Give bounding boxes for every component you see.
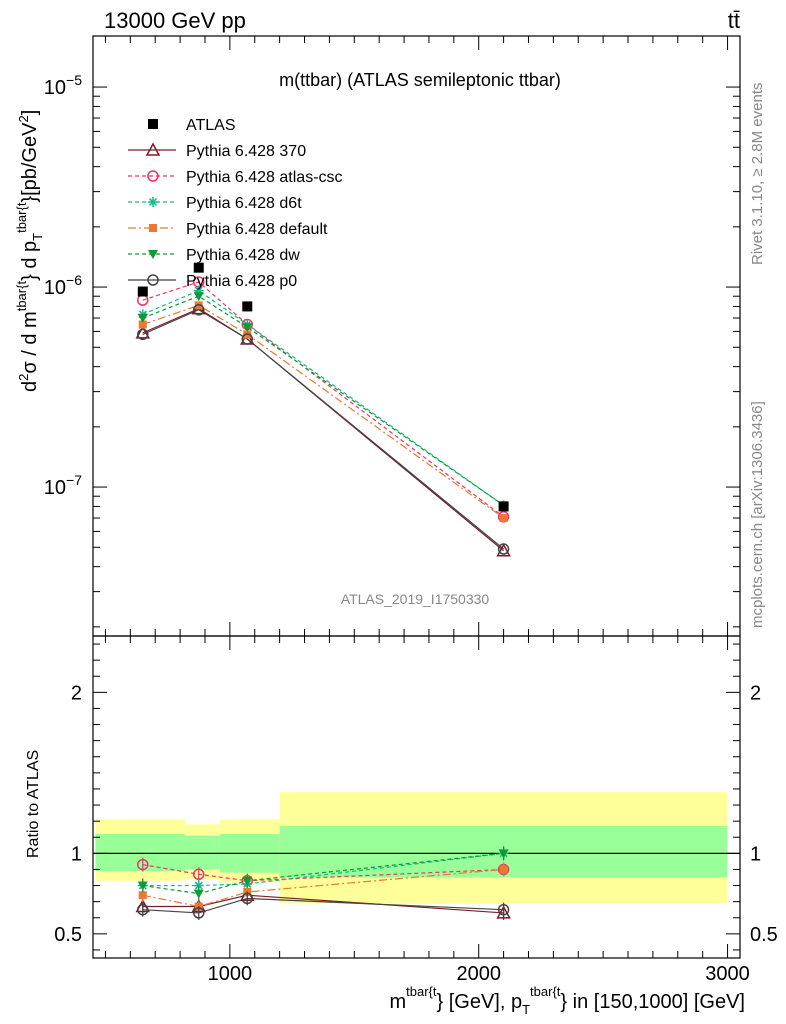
- axis-ticks: [93, 36, 740, 958]
- legend-label-2: Pythia 6.428 d6t: [186, 195, 302, 212]
- legend-entry-2: Pythia 6.428 d6t: [128, 195, 302, 212]
- legend-marker-4: [148, 250, 158, 259]
- series-point-main-4-2: [242, 323, 253, 333]
- x-axis-label: mtbar{t} [GeV], pTtbar{t} in [150,1000] …: [389, 984, 745, 1017]
- data-point-2: [242, 301, 253, 312]
- legend-label-data: ATLAS: [186, 117, 236, 134]
- series-line-ratio-3: [142, 868, 504, 908]
- series-point-ratio-4-2: [242, 876, 253, 886]
- series-point-main-3-3: [499, 514, 508, 523]
- legend-label-4: Pythia 6.428 dw: [186, 247, 300, 264]
- legend-label-1: Pythia 6.428 atlas-csc: [186, 169, 343, 186]
- legend-marker-0: [145, 142, 161, 156]
- series-point-main-0-0: [135, 325, 151, 339]
- legend-label-5: Pythia 6.428 p0: [186, 273, 297, 290]
- series-point-ratio-0-3: [496, 905, 511, 919]
- series-line-ratio-4: [142, 852, 504, 895]
- ratio-tick-label-left-1: 1: [71, 843, 82, 865]
- series-lines: [142, 281, 504, 914]
- data-point-0: [137, 286, 148, 297]
- legend-marker-data: [148, 119, 158, 129]
- chart-title: m(ttbar) (ATLAS semileptonic ttbar): [279, 70, 561, 90]
- series-point-ratio-5-2: [241, 892, 254, 905]
- ratio-uncertainty-bands: [93, 792, 740, 904]
- series-line-main-3: [142, 304, 504, 519]
- series-point-ratio-4-1: [193, 889, 204, 899]
- legend-entry-data: ATLAS: [148, 117, 236, 134]
- data-point-3: [498, 501, 509, 512]
- series-point-main-5-2: [241, 333, 254, 345]
- y-tick-label-1: 10−6: [44, 272, 82, 299]
- series-point-ratio-3-3: [499, 865, 508, 874]
- header-right-label: tt̄: [728, 8, 740, 33]
- ratio-tick-label-right-0: 0.5: [750, 924, 778, 946]
- series-line-main-2: [142, 289, 504, 506]
- legend-label-3: Pythia 6.428 default: [186, 221, 328, 238]
- legend-marker-5: [147, 274, 159, 286]
- legend-label-0: Pythia 6.428 370: [186, 143, 306, 160]
- analysis-id-label: ATLAS_2019_I1750330: [341, 591, 490, 607]
- series-point-ratio-4-0: [137, 881, 148, 891]
- x-tick-label-1: 2000: [456, 963, 501, 985]
- series-line-main-5: [142, 309, 504, 550]
- series-line-ratio-2: [142, 852, 504, 887]
- legend-marker-1: [147, 170, 159, 182]
- series-line-main-0: [142, 307, 504, 552]
- series-line-ratio-1: [142, 864, 504, 882]
- legend-entry-4: Pythia 6.428 dw: [128, 247, 300, 264]
- legend-entry-0: Pythia 6.428 370: [128, 142, 306, 160]
- mcplots-label: mcplots.cern.ch [arXiv:1306.3436]: [749, 401, 766, 628]
- x-tick-label-2: 3000: [705, 963, 750, 985]
- y-tick-label-0: 10−7: [44, 472, 82, 499]
- series-line-main-1: [142, 281, 504, 518]
- legend-marker-2-stroke-3: [148, 197, 158, 207]
- series-markers: [135, 262, 511, 920]
- legend-marker-3: [149, 224, 157, 232]
- series-point-ratio-2-1-stroke-3: [194, 881, 203, 890]
- ratio-y-axis-label: Ratio to ATLAS: [25, 750, 42, 858]
- series-line-ratio-5: [142, 897, 504, 914]
- series-point-ratio-5-0: [137, 903, 149, 916]
- band-inner-1: [185, 835, 220, 870]
- series-point-main-4-0: [137, 314, 148, 324]
- series-point-ratio-4-3: [498, 849, 509, 859]
- ratio-panel-frame: [92, 635, 741, 959]
- data-point-1: [193, 262, 204, 273]
- series-point-main-5-0: [137, 328, 149, 341]
- rivet-version-label: Rivet 3.1.10, ≥ 2.8M events: [749, 83, 766, 266]
- legend-entry-5: Pythia 6.428 p0: [128, 273, 297, 290]
- ratio-tick-label-left-2: 2: [71, 682, 82, 704]
- legend-entry-1: Pythia 6.428 atlas-csc: [128, 169, 343, 186]
- header-left-label: 13000 GeV pp: [104, 8, 246, 33]
- legend-marker-2: [148, 197, 158, 207]
- band-inner-0: [95, 834, 186, 872]
- series-point-ratio-3-0: [138, 891, 147, 900]
- series-point-main-4-1: [193, 292, 204, 302]
- series-point-ratio-5-1: [193, 907, 205, 919]
- axis-tick-labels: 1000 2000 3000 10−7 10−6 10−5 0.5 0.5 1 1 2 2: [44, 72, 778, 985]
- series-point-ratio-1-0: [137, 858, 149, 871]
- series-point-main-3-0: [138, 320, 147, 329]
- series-point-main-5-3: [497, 543, 510, 555]
- series-line-main-4: [142, 295, 504, 506]
- ratio-tick-label-right-1: 1: [750, 843, 761, 865]
- series-point-main-5-1: [193, 304, 205, 316]
- ratio-tick-label-left-0: 0.5: [54, 924, 82, 946]
- legend-entry-3: Pythia 6.428 default: [128, 221, 328, 238]
- x-tick-label-0: 1000: [208, 963, 253, 985]
- legend: ATLAS Pythia 6.428 370 Pythia 6.428 atlas-…: [128, 117, 343, 290]
- plot-frames: [92, 35, 741, 959]
- series-point-ratio-5-3: [497, 903, 510, 916]
- y-tick-label-2: 10−5: [44, 72, 82, 99]
- y-axis-label: d2σ / d mtbar{t} d pTtbar{t}[pb/GeV2]: [14, 110, 45, 392]
- ratio-tick-label-right-2: 2: [750, 682, 761, 704]
- series-point-main-0-3: [496, 543, 511, 557]
